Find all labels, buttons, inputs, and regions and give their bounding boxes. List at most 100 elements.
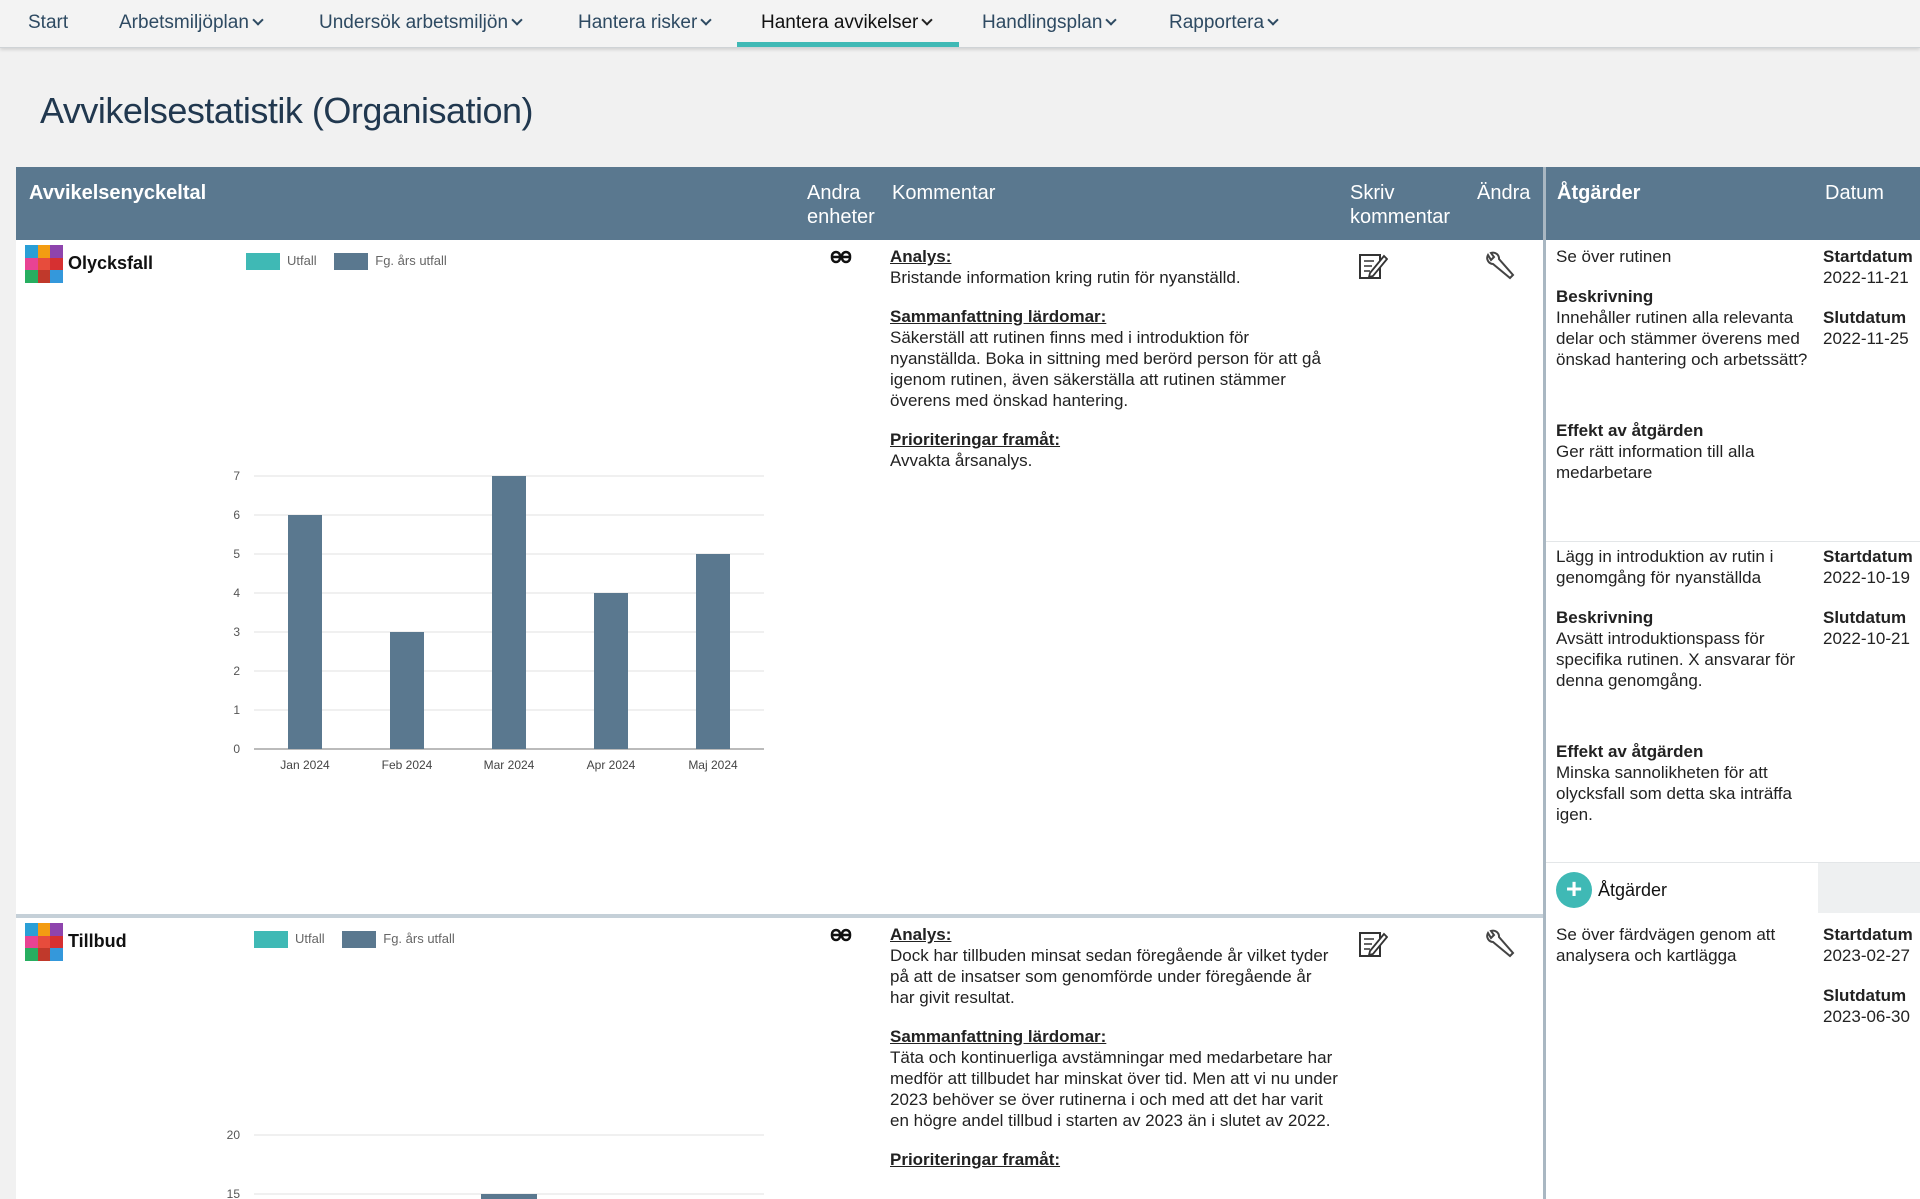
- header-actions: Åtgärder: [1557, 182, 1641, 204]
- write-comment-icon[interactable]: [1358, 929, 1388, 959]
- header-other-units-line1: Andra: [807, 182, 861, 204]
- action-effect: Minska sannolikheten för att olycksfall …: [1556, 763, 1792, 824]
- row-separator: [16, 914, 1543, 918]
- action-description: Avsätt introduktionspass för specifika r…: [1556, 629, 1796, 690]
- lessons-label: Sammanfattning lärdomar:: [890, 1027, 1107, 1046]
- end-date-label: Slutdatum: [1823, 608, 1907, 627]
- action-description-label: Beskrivning: [1556, 287, 1654, 306]
- lessons-text: Säkerställ att rutinen finns med i intro…: [890, 328, 1321, 410]
- nav-handlingsplan[interactable]: Handlingsplan: [982, 0, 1118, 47]
- kpi-logo-icon: [25, 245, 63, 283]
- action-item[interactable]: Se över färdvägen genom att analysera oc…: [1556, 924, 1816, 966]
- chevron-down-icon: [1267, 14, 1279, 26]
- lessons-label: Sammanfattning lärdomar:: [890, 307, 1107, 326]
- x-tick-label: Apr 2024: [587, 758, 636, 772]
- action-dates: Startdatum 2023-02-27 Slutdatum 2023-06-…: [1823, 924, 1913, 1027]
- chevron-down-icon: [700, 14, 712, 26]
- end-date-label: Slutdatum: [1823, 986, 1907, 1005]
- header-write-line2: kommentar: [1350, 206, 1451, 228]
- y-tick-label: 15: [227, 1187, 241, 1199]
- chevron-down-icon: [511, 14, 523, 26]
- start-date-label: Startdatum: [1823, 547, 1913, 566]
- y-tick-label: 5: [233, 547, 240, 561]
- legend-utfall: Utfall: [287, 253, 317, 268]
- y-tick-label: 3: [233, 625, 240, 639]
- add-action-button[interactable]: + Åtgärder: [1556, 872, 1667, 908]
- nav-arbetsmiljoplan[interactable]: Arbetsmiljöplan: [119, 0, 264, 47]
- action-description: Innehåller rutinen alla relevanta delar …: [1556, 308, 1808, 369]
- header-other-units-line2: enheter: [807, 206, 875, 228]
- chart-legend: Utfall Fg. års utfall: [246, 253, 447, 271]
- bar: [390, 632, 424, 749]
- wrench-icon[interactable]: [1483, 929, 1517, 959]
- divider: [1546, 862, 1920, 863]
- comment-tillbud: Analys: Dock har tillbuden minsat sedan …: [890, 924, 1340, 1188]
- bar: [481, 1194, 537, 1199]
- nav-hantera-risker[interactable]: Hantera risker: [578, 0, 712, 47]
- analysis-text: Bristande information kring rutin för ny…: [890, 268, 1241, 287]
- chevron-down-icon: [921, 14, 934, 26]
- page-title: Avvikelsestatistik (Organisation): [40, 90, 534, 131]
- x-tick-label: Feb 2024: [382, 758, 433, 772]
- statistics-table: Avvikelsenyckeltal Andra enheter Komment…: [16, 167, 1920, 1199]
- write-comment-icon[interactable]: [1358, 251, 1388, 281]
- start-date-label: Startdatum: [1823, 247, 1913, 266]
- plus-icon: +: [1556, 872, 1592, 908]
- header-comment: Kommentar: [892, 182, 996, 204]
- start-date: 2022-11-21: [1823, 268, 1909, 287]
- y-tick-label: 1: [233, 703, 240, 717]
- chevron-down-icon: [1105, 14, 1118, 26]
- link-units-icon[interactable]: [829, 249, 853, 265]
- wrench-icon[interactable]: [1483, 251, 1517, 281]
- nav-undersok-arbetsmiljon[interactable]: Undersök arbetsmiljön: [319, 0, 523, 47]
- nav-hantera-avvikelser[interactable]: Hantera avvikelser: [737, 0, 959, 47]
- analysis-label: Analys:: [890, 247, 952, 266]
- legend-swatch-utfall: [254, 931, 288, 949]
- kpi-logo-icon: [25, 923, 63, 961]
- y-tick-label: 0: [233, 742, 240, 756]
- table-header: Avvikelsenyckeltal Andra enheter Komment…: [16, 167, 1920, 240]
- priorities-text: Avvakta årsanalys.: [890, 451, 1033, 470]
- legend-swatch-previous: [342, 931, 377, 949]
- legend-swatch-previous: [334, 253, 369, 271]
- header-date: Datum: [1825, 182, 1884, 204]
- nav-label: Rapportera: [1169, 12, 1265, 33]
- action-item[interactable]: Se över rutinen Beskrivning Innehåller r…: [1556, 246, 1816, 483]
- header-write-line1: Skriv: [1350, 182, 1395, 204]
- add-action-label: Åtgärder: [1598, 879, 1668, 900]
- y-tick-label: 2: [233, 664, 240, 678]
- end-date: 2022-10-21: [1823, 629, 1910, 648]
- action-title: Lägg in introduktion av rutin i genomgån…: [1556, 547, 1774, 587]
- chart-legend: Utfall Fg. års utfall: [254, 931, 455, 949]
- start-date: 2023-02-27: [1823, 946, 1910, 965]
- bar: [288, 515, 322, 749]
- action-item[interactable]: Lägg in introduktion av rutin i genomgån…: [1556, 546, 1816, 825]
- action-effect: Ger rätt information till alla medarbeta…: [1556, 442, 1755, 482]
- end-date: 2022-11-25: [1823, 329, 1909, 348]
- bar: [696, 554, 730, 749]
- nav-label: Hantera avvikelser: [761, 12, 919, 33]
- y-tick-label: 7: [233, 469, 240, 483]
- lessons-text: Täta och kontinuerliga avstämningar med …: [890, 1048, 1338, 1130]
- kpi-title-tillbud: Tillbud: [68, 931, 127, 951]
- nav-label: Handlingsplan: [982, 12, 1103, 33]
- nav-start-label: Start: [28, 12, 69, 33]
- action-effect-label: Effekt av åtgärden: [1556, 421, 1704, 440]
- priorities-label: Prioriteringar framåt:: [890, 1150, 1061, 1169]
- nav-start[interactable]: Start: [28, 0, 68, 47]
- olycksfall-bar-chart: 0 1 2 3 4 5 6 7 Jan 2024 Feb 2024 Mar 2024 Apr 2024…: [233, 469, 764, 772]
- header-other-units: Andra enheter: [807, 181, 875, 229]
- top-navigation: Start Arbetsmiljöplan Undersök arbetsmil…: [0, 0, 1920, 48]
- comment-olycksfall: Analys: Bristande information kring rutin…: [890, 246, 1340, 489]
- action-dates: Startdatum 2022-11-21 Slutdatum 2022-11-…: [1823, 246, 1913, 349]
- legend-previous: Fg. års utfall: [375, 253, 447, 268]
- analysis-text: Dock har tillbuden minsat sedan föregåen…: [890, 946, 1329, 1007]
- y-tick-label: 4: [233, 586, 240, 600]
- analysis-label: Analys:: [890, 925, 952, 944]
- end-date: 2023-06-30: [1823, 1007, 1910, 1026]
- link-units-icon[interactable]: [829, 927, 853, 943]
- x-tick-label: Maj 2024: [688, 758, 738, 772]
- nav-rapportera[interactable]: Rapportera: [1169, 0, 1279, 47]
- legend-utfall: Utfall: [295, 931, 325, 946]
